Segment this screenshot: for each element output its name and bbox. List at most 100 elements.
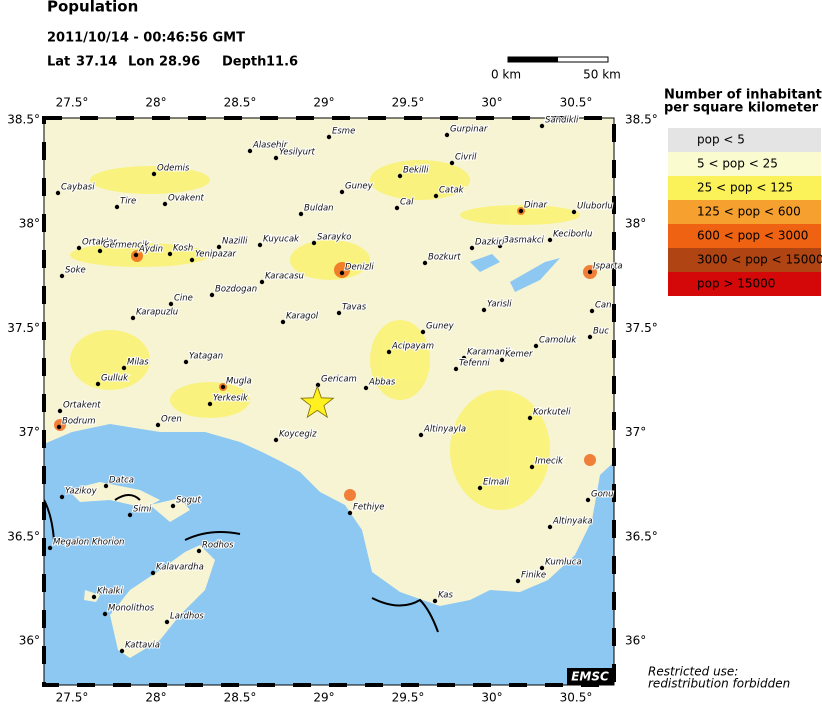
depth-label: Depth <box>222 55 266 70</box>
legend-swatch <box>668 128 821 152</box>
place-label: Fethiye <box>353 503 384 513</box>
lat-label: 38° <box>19 217 40 231</box>
lon-label: 28° <box>145 691 166 705</box>
place-label: Bozdogan <box>215 285 257 295</box>
place-dot <box>422 260 428 266</box>
place-label: Kosh <box>173 244 193 254</box>
place-label: Imecik <box>535 457 564 467</box>
place-dot <box>477 485 483 491</box>
place-dot <box>481 307 487 313</box>
legend-swatch <box>668 224 821 248</box>
lon-label: Lon <box>128 55 154 70</box>
place-label: Denizli <box>345 263 374 273</box>
place-label: Civril <box>455 153 477 163</box>
place-label: Oren <box>161 415 182 425</box>
lon-label: 29.5° <box>392 691 425 705</box>
depth-value: 11.6 <box>266 55 298 70</box>
place-label: Korkuteli <box>533 408 571 418</box>
place-dot <box>162 201 168 207</box>
place-dot <box>220 384 226 390</box>
scale-end: 50 km <box>583 68 621 82</box>
place-label: Gurpinar <box>450 125 488 135</box>
place-label: Alasehir <box>252 141 288 151</box>
legend-title-1: Number of inhabitants <box>664 88 822 103</box>
place-label: Cine <box>174 294 193 304</box>
place-dot <box>433 193 439 199</box>
lat-label: 37.5° <box>625 321 658 335</box>
place-dot <box>170 503 176 509</box>
lon-label: 30.5° <box>560 96 593 110</box>
place-label: Gericam <box>321 375 357 385</box>
lon-label: 29.5° <box>392 96 425 110</box>
place-dot <box>91 594 97 600</box>
legend-swatch <box>668 176 821 200</box>
place-dot <box>533 343 539 349</box>
lat-label: 36.5° <box>625 529 658 543</box>
place-label: Kattavia <box>125 641 160 651</box>
lat-label: 37.5° <box>7 321 40 335</box>
place-dot <box>130 315 136 321</box>
place-label: Odemis <box>157 164 190 174</box>
place-dot <box>453 366 459 372</box>
place-dot <box>420 329 426 335</box>
legend-label: pop < 5 <box>697 133 745 147</box>
place-dot <box>207 401 213 407</box>
lon-label: 30° <box>481 691 502 705</box>
place-dot <box>59 273 65 279</box>
lat-label: 36° <box>19 634 40 648</box>
lat-label: 38° <box>625 217 646 231</box>
legend-title-2: per square kilometer <box>664 101 819 116</box>
place-label: Simi <box>133 505 152 515</box>
place-label: Altinyaka <box>552 517 593 527</box>
place-dot <box>339 189 345 195</box>
place-dot <box>432 598 438 604</box>
place-label: Buldan <box>304 204 334 214</box>
datetime: 2011/10/14 - 00:46:56 GMT <box>47 31 245 46</box>
place-dot <box>469 245 475 251</box>
legend-swatch <box>668 248 821 272</box>
place-label: Tefenni <box>459 359 490 369</box>
place-dot <box>585 497 591 503</box>
legend-label: 3000 < pop < 15000 <box>697 253 822 267</box>
place-dot <box>114 204 120 210</box>
place-dot <box>167 251 173 257</box>
place-label: Isparta <box>593 262 623 272</box>
place-dot <box>196 548 202 554</box>
legend-swatch <box>668 272 821 296</box>
place-label: Guney <box>345 182 374 192</box>
place-label: Karapuzlu <box>136 308 178 318</box>
place-label: Kas <box>438 591 453 601</box>
place-dot <box>133 252 139 258</box>
place-dot <box>539 123 545 129</box>
place-label: Lardhos <box>170 612 204 622</box>
place-label: Yesilyurt <box>279 148 316 158</box>
restriction-1: Restricted use: <box>648 665 738 679</box>
place-dot <box>189 257 195 263</box>
legend-label: 25 < pop < 125 <box>697 181 793 195</box>
place-dot <box>298 211 304 217</box>
place-dot <box>339 270 345 276</box>
place-label: Kalavardha <box>156 563 204 573</box>
place-label: Milas <box>127 358 149 368</box>
place-dot <box>168 301 174 307</box>
lat-label: Lat <box>47 55 70 70</box>
place-dot <box>216 244 222 250</box>
place-dot <box>121 365 127 371</box>
place-dot <box>56 424 62 430</box>
place-label: Tavas <box>342 303 367 313</box>
place-dot <box>164 619 170 625</box>
epicenter-star <box>299 385 335 419</box>
place-label: Elmali <box>483 478 510 488</box>
lon-label: 30° <box>481 96 502 110</box>
place-dot <box>518 208 524 214</box>
lat-label: 37° <box>19 425 40 439</box>
place-dot <box>547 524 553 530</box>
place-label: Soke <box>65 266 86 276</box>
place-dot <box>336 310 342 316</box>
place-dot <box>311 240 317 246</box>
place-label: Guney <box>426 322 455 332</box>
place-label: Yatagan <box>189 352 223 362</box>
place-dot <box>363 385 369 391</box>
place-label: Uluborlu <box>577 202 613 212</box>
